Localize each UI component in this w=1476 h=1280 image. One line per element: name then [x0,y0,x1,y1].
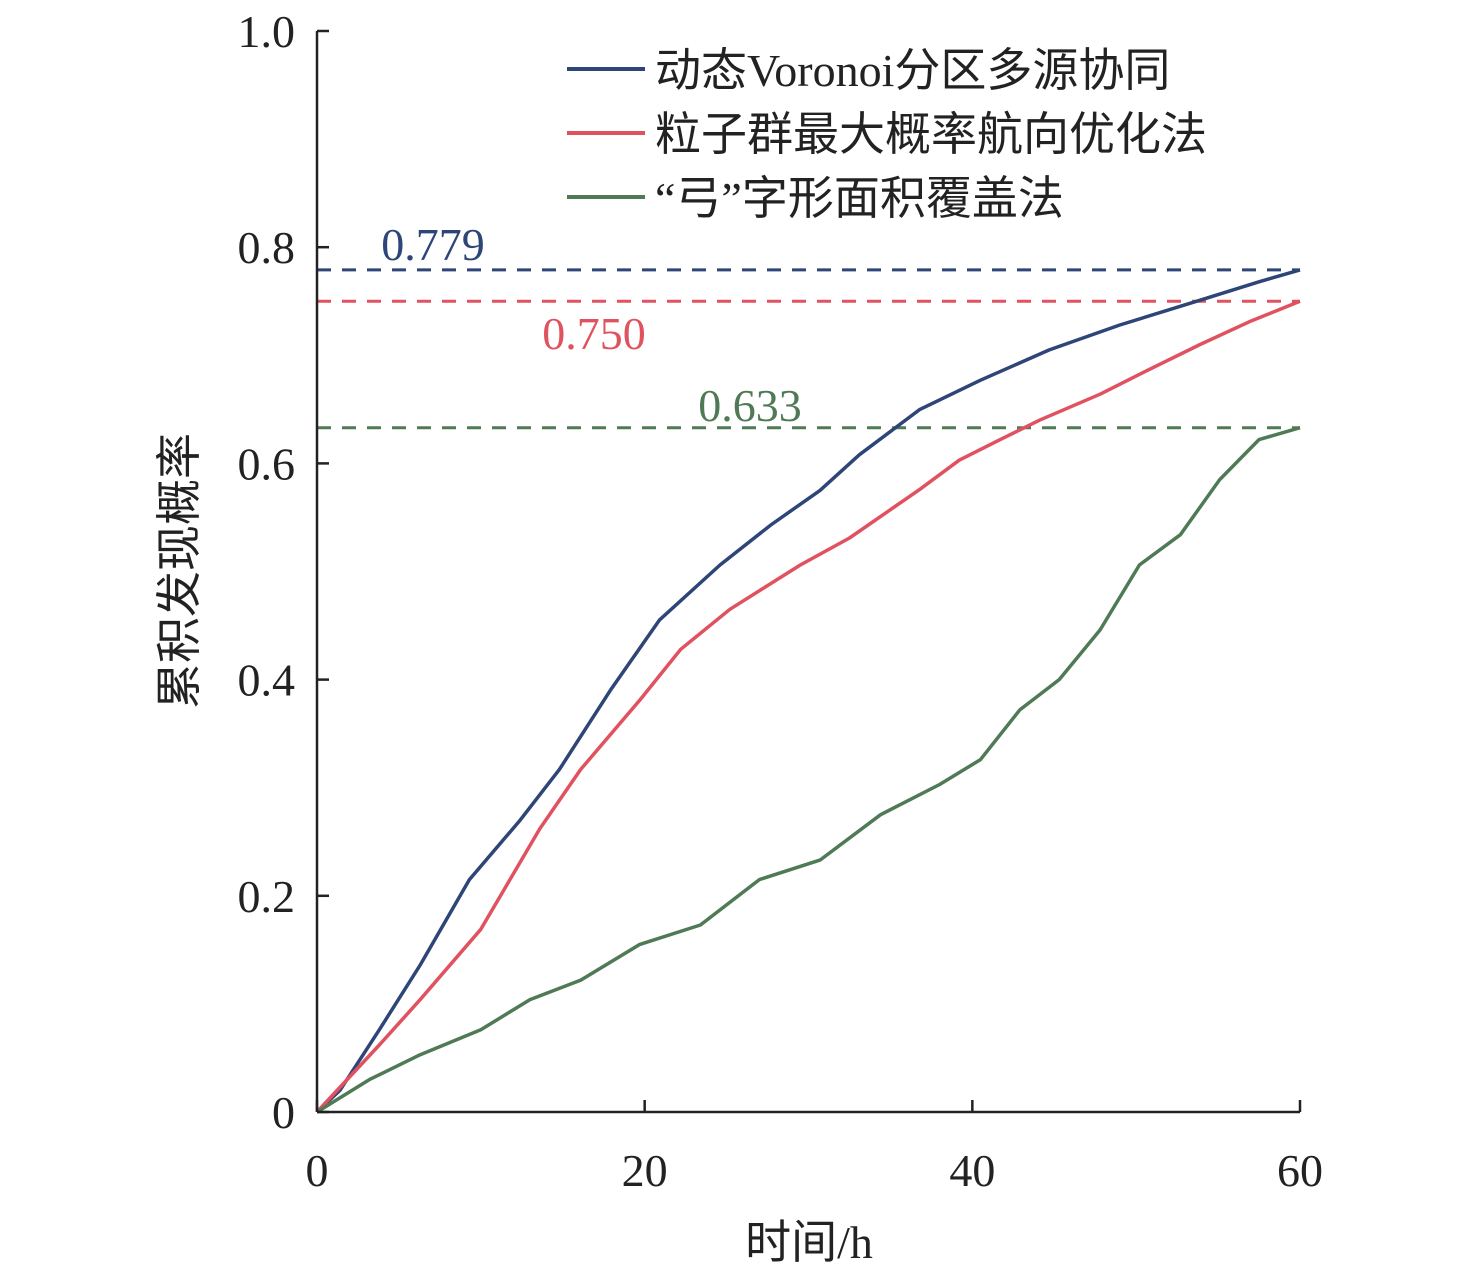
y-tick-label: 0.4 [238,655,296,706]
legend-label: 动态Voronoi分区多源协同 [655,45,1170,96]
series-line [315,299,1301,1114]
legend-label: “弓”字形面积覆盖法 [655,173,1064,224]
y-tick-label: 1.0 [238,6,296,57]
x-tick-label: 0 [306,1145,329,1196]
x-axis-label: 时间/h [745,1217,873,1268]
x-tick-label: 40 [949,1145,995,1196]
y-tick-label: 0 [272,1087,295,1138]
series-line [315,268,1301,1114]
final-value-label: 0.750 [542,308,646,359]
y-axis-label: 累积发现概率 [154,433,205,709]
x-tick-label: 60 [1277,1145,1323,1196]
series-line [316,426,1301,1114]
x-tick-label: 20 [622,1145,668,1196]
y-tick-label: 0.8 [238,222,296,273]
final-value-label: 0.779 [381,219,485,270]
y-tick-label: 0.2 [238,871,296,922]
final-value-label: 0.633 [698,380,802,431]
legend-label: 粒子群最大概率航向优化法 [655,109,1207,160]
y-tick-label: 0.6 [238,438,296,489]
